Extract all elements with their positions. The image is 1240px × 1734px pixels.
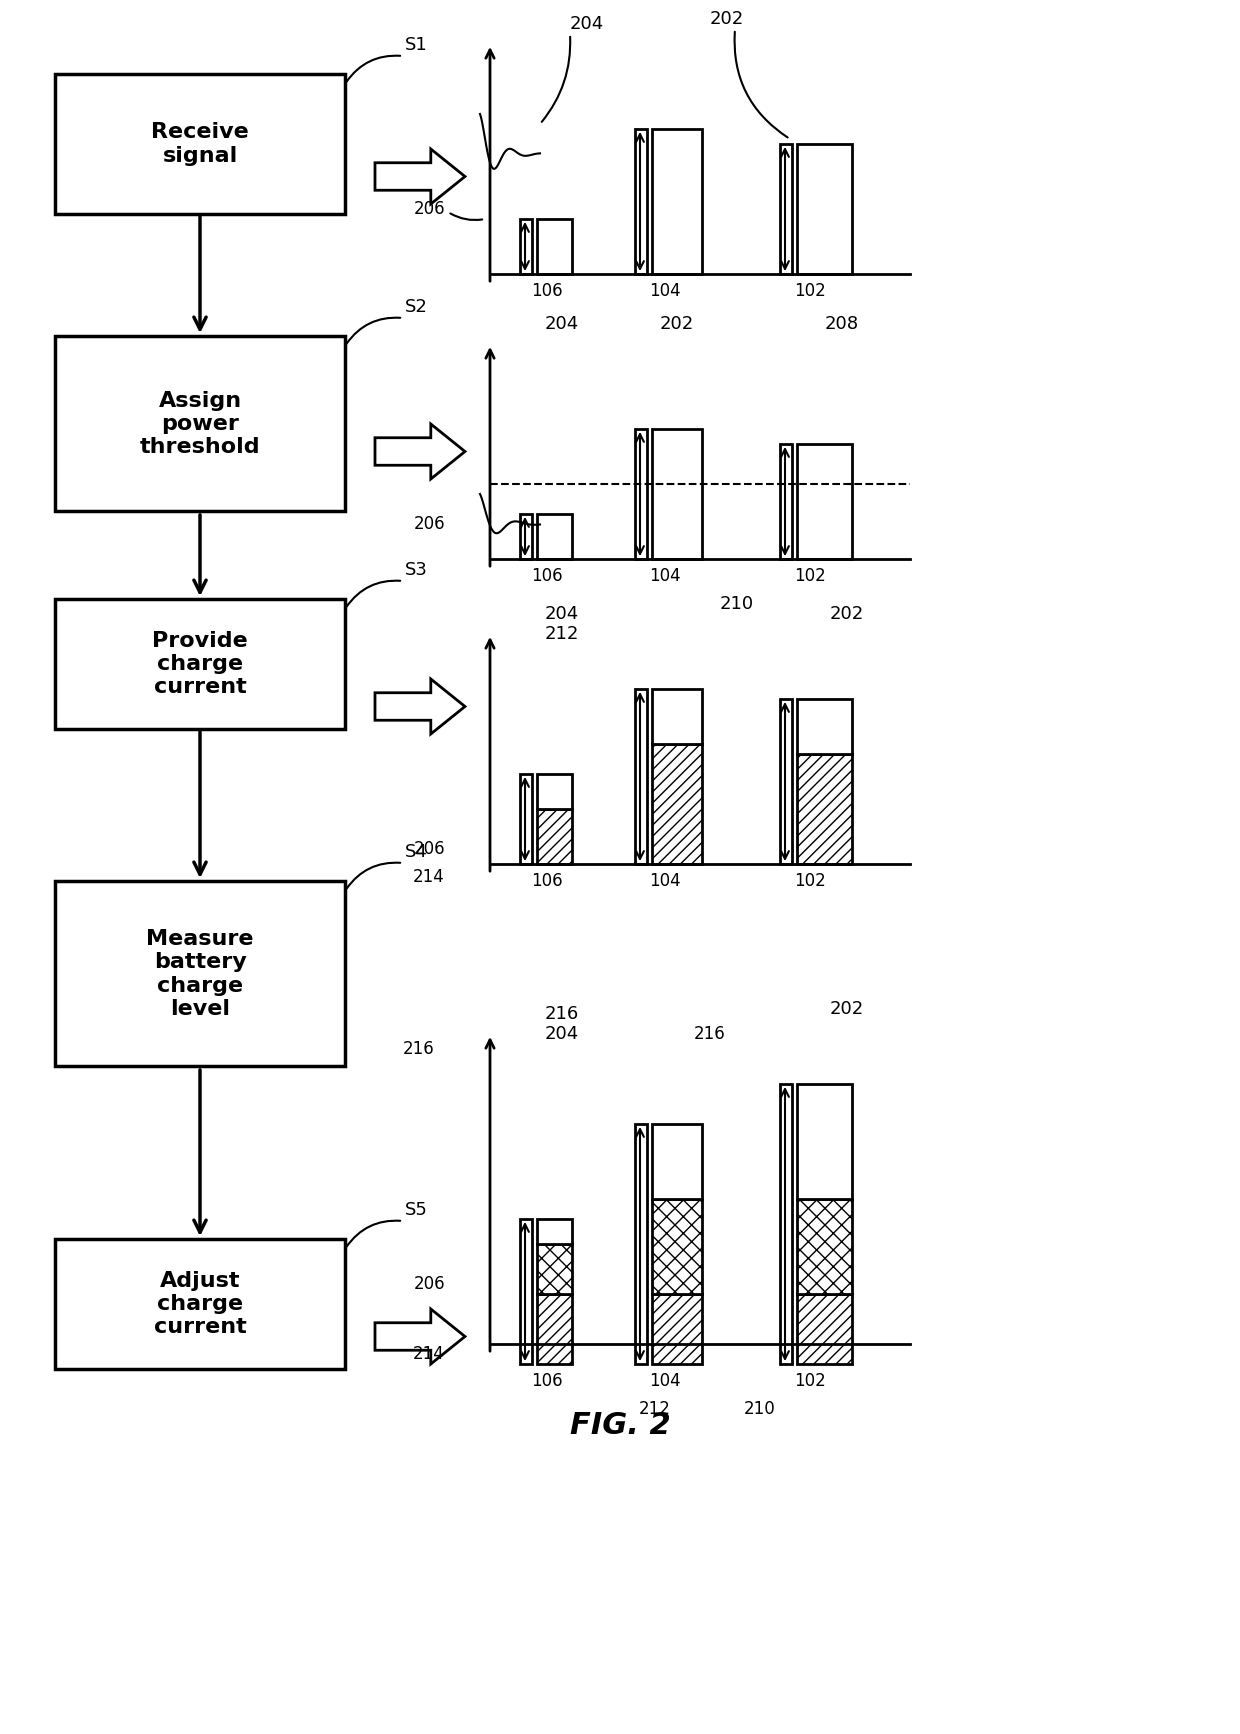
Text: Provide
charge
current: Provide charge current — [153, 631, 248, 697]
Bar — [652, 128, 702, 274]
Bar — [780, 444, 792, 558]
Text: 104: 104 — [650, 1372, 681, 1391]
Bar — [635, 688, 647, 864]
Text: 204: 204 — [570, 16, 604, 33]
Polygon shape — [374, 149, 465, 205]
Bar — [537, 218, 572, 274]
Text: 106: 106 — [531, 872, 563, 890]
Text: S5: S5 — [405, 1202, 428, 1219]
Text: 214: 214 — [413, 869, 445, 886]
Bar — [55, 1240, 345, 1370]
Bar — [780, 144, 792, 274]
Text: 106: 106 — [531, 567, 563, 584]
Text: 206: 206 — [413, 839, 445, 858]
Bar — [780, 1084, 792, 1365]
Text: Assign
power
threshold: Assign power threshold — [140, 390, 260, 458]
Bar — [55, 881, 345, 1066]
Bar — [520, 513, 532, 558]
Text: 106: 106 — [531, 283, 563, 300]
Text: 214: 214 — [413, 1346, 445, 1363]
Bar — [635, 1124, 647, 1365]
Text: 102: 102 — [794, 283, 826, 300]
Text: 204: 204 — [546, 605, 579, 623]
Text: S2: S2 — [405, 298, 428, 316]
Bar — [55, 336, 345, 512]
Text: 104: 104 — [650, 283, 681, 300]
Text: 216: 216 — [403, 1040, 435, 1058]
Bar — [537, 773, 572, 810]
Bar — [652, 1198, 702, 1294]
Bar — [797, 754, 852, 864]
Text: 212: 212 — [639, 1399, 671, 1418]
Text: Adjust
charge
current: Adjust charge current — [154, 1271, 247, 1337]
Text: 102: 102 — [794, 872, 826, 890]
Bar — [797, 1198, 852, 1294]
Text: 208: 208 — [825, 316, 859, 333]
Text: 104: 104 — [650, 567, 681, 584]
Polygon shape — [374, 680, 465, 733]
Bar — [797, 1084, 852, 1198]
Bar — [537, 1243, 572, 1294]
Bar — [55, 598, 345, 728]
Text: 204: 204 — [546, 1025, 579, 1042]
Text: 204: 204 — [546, 316, 579, 333]
Text: S1: S1 — [405, 36, 428, 54]
Text: 212: 212 — [546, 624, 579, 643]
Text: 206: 206 — [413, 1274, 445, 1294]
Text: S3: S3 — [405, 562, 428, 579]
Text: Measure
battery
charge
level: Measure battery charge level — [146, 929, 254, 1020]
Bar — [520, 218, 532, 274]
Bar — [652, 428, 702, 558]
Text: 206: 206 — [413, 199, 445, 218]
Text: 202: 202 — [660, 316, 694, 333]
Text: S4: S4 — [405, 843, 428, 862]
Bar — [652, 688, 702, 744]
Text: 202: 202 — [830, 1001, 864, 1018]
Polygon shape — [374, 1309, 465, 1365]
Text: 210: 210 — [744, 1399, 776, 1418]
Bar — [797, 444, 852, 558]
Bar — [797, 144, 852, 274]
Text: 102: 102 — [794, 1372, 826, 1391]
Bar — [537, 1219, 572, 1243]
Bar — [520, 773, 532, 864]
Bar — [537, 513, 572, 558]
Text: 216: 216 — [694, 1025, 725, 1042]
Polygon shape — [374, 425, 465, 479]
Bar — [635, 128, 647, 274]
Bar — [537, 1294, 572, 1365]
Text: 202: 202 — [711, 10, 744, 28]
Bar — [797, 699, 852, 754]
Text: 216: 216 — [546, 1006, 579, 1023]
Bar — [652, 1294, 702, 1365]
Text: 206: 206 — [413, 515, 445, 532]
Bar — [780, 699, 792, 864]
Text: 210: 210 — [720, 595, 754, 614]
Bar — [652, 744, 702, 864]
Text: FIG. 2: FIG. 2 — [569, 1411, 671, 1439]
Bar — [652, 1124, 702, 1198]
Text: 202: 202 — [830, 605, 864, 623]
Bar — [55, 75, 345, 213]
Bar — [635, 428, 647, 558]
Text: 104: 104 — [650, 872, 681, 890]
Bar — [537, 810, 572, 864]
Bar — [520, 1219, 532, 1365]
Bar — [797, 1294, 852, 1365]
Text: Receive
signal: Receive signal — [151, 123, 249, 166]
Text: 102: 102 — [794, 567, 826, 584]
Text: 106: 106 — [531, 1372, 563, 1391]
